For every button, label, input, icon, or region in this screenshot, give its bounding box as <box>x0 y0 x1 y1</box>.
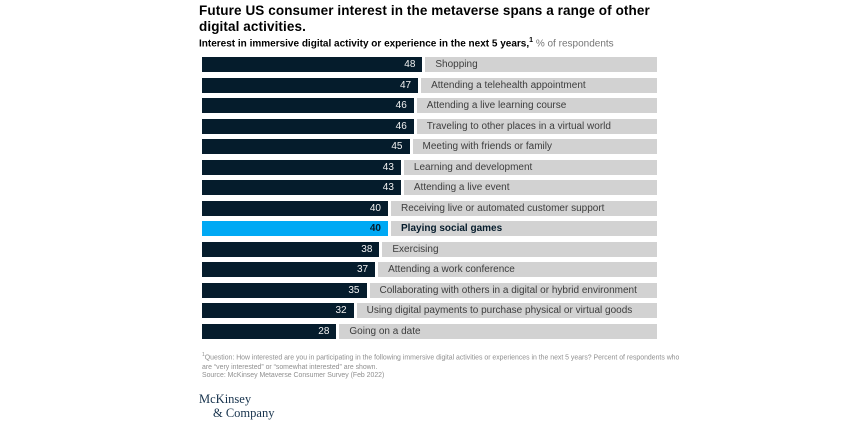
bar-track: Playing social games <box>391 221 657 236</box>
footnote: 1Question: How interested are you in par… <box>202 352 762 373</box>
bar-track: Attending a telehealth appointment <box>421 77 657 93</box>
bar-track: Learning and development <box>403 159 657 175</box>
bar-category-label: Attending a live event <box>413 182 510 193</box>
bar-category-label: Meeting with friends or family <box>422 141 553 152</box>
bar-track: Collaborating with others in a digital o… <box>369 282 657 298</box>
bar-track: Meeting with friends or family <box>412 139 657 154</box>
bar-value-label: 48 <box>404 59 416 70</box>
logo-line2: & Company <box>213 405 275 420</box>
bar-row: 40 Receiving live or automated customer s… <box>202 200 657 216</box>
bar-category-label: Collaborating with others in a digital o… <box>379 284 637 296</box>
bar-category-label: Learning and development <box>413 161 533 173</box>
bar-category-label: Attending a telehealth appointment <box>431 79 586 91</box>
bar-fill: 48 <box>202 57 423 72</box>
bar-row: 43 Learning and development <box>202 159 657 175</box>
bar-value-label: 32 <box>335 305 347 316</box>
bar-chart: 48 Shopping 47 Attending a telehealth appoi… <box>202 57 657 344</box>
bar-fill: 28 <box>202 323 337 339</box>
bar-row: 47 Attending a telehealth appointment <box>202 77 657 93</box>
bar-track: Going on a date <box>339 323 657 339</box>
bar-fill: 46 <box>202 98 414 113</box>
bar-row: 46 Attending a live learning course <box>202 98 657 113</box>
bar-fill: 43 <box>202 159 401 175</box>
bar-category-label: Playing social games <box>401 223 503 234</box>
bar-row: 35 Collaborating with others in a digital… <box>202 282 657 298</box>
bar-category-label: Exercising <box>392 243 439 255</box>
bar-row: 40 Playing social games <box>202 221 657 236</box>
bar-track: Attending a live event <box>403 180 657 195</box>
bar-value-label: 43 <box>382 161 394 173</box>
bar-category-label: Going on a date <box>349 325 421 337</box>
bar-value-label: 45 <box>391 141 403 152</box>
bar-fill: 45 <box>202 139 410 154</box>
bar-value-label: 46 <box>395 120 407 132</box>
bar-value-label: 46 <box>395 100 407 111</box>
bar-fill: 46 <box>202 118 414 134</box>
bar-fill: 37 <box>202 262 376 277</box>
subtitle-footnote-marker: 1 <box>529 37 534 44</box>
bar-track: Exercising <box>382 241 657 257</box>
footnote-marker: 1 <box>202 352 205 358</box>
bar-row: 28 Going on a date <box>202 323 657 339</box>
bar-row: 45 Meeting with friends or family <box>202 139 657 154</box>
bar-value-label: 40 <box>369 223 381 234</box>
bar-row: 48 Shopping <box>202 57 657 72</box>
bar-track: Shopping <box>425 57 657 72</box>
bar-value-label: 38 <box>361 243 373 255</box>
bar-value-label: 47 <box>399 79 412 91</box>
chart-subtitle: Interest in immersive digital activity o… <box>199 37 799 49</box>
highlighted-bar-fill: 40 <box>202 221 388 236</box>
bar-category-label: Attending a work conference <box>388 264 515 275</box>
bar-value-label: 40 <box>369 202 381 214</box>
bar-category-label: Using digital payments to purchase physi… <box>366 305 633 316</box>
bar-track: Attending a live learning course <box>416 98 657 113</box>
bar-row: 43 Attending a live event <box>202 180 657 195</box>
logo-line1: McKinsey <box>199 392 252 406</box>
chart-title: Future US consumer interest in the metav… <box>199 3 650 35</box>
footnote-text: Question: How interested are you in part… <box>202 354 680 371</box>
bar-row: 38 Exercising <box>202 241 657 257</box>
bar-category-label: Attending a live learning course <box>426 100 567 111</box>
bar-category-label: Shopping <box>435 59 478 70</box>
source-line: Source: McKinsey Metaverse Consumer Surv… <box>202 372 385 379</box>
bar-track: Attending a work conference <box>378 262 657 277</box>
bar-value-label: 28 <box>318 325 330 337</box>
bar-fill: 32 <box>202 303 354 318</box>
subtitle-bold: Interest in immersive digital activity o… <box>199 38 530 50</box>
bar-value-label: 37 <box>356 264 369 275</box>
bar-value-label: 35 <box>348 284 360 296</box>
bar-row: 32 Using digital payments to purchase phy… <box>202 303 657 318</box>
bar-value-label: 43 <box>382 182 394 193</box>
bar-track: Receiving live or automated customer sup… <box>391 200 657 216</box>
bar-category-label: Receiving live or automated customer sup… <box>401 202 605 214</box>
bar-category-label: Traveling to other places in a virtual w… <box>426 120 611 132</box>
bar-fill: 35 <box>202 282 367 298</box>
bar-fill: 43 <box>202 180 401 195</box>
bar-row: 46 Traveling to other places in a virtual… <box>202 118 657 134</box>
subtitle-unit: % of respondents <box>533 38 614 50</box>
bar-track: Traveling to other places in a virtual w… <box>416 118 657 134</box>
mckinsey-logo: McKinsey & Company <box>199 393 274 419</box>
bar-track: Using digital payments to purchase physi… <box>356 303 657 318</box>
bar-fill: 47 <box>202 77 419 93</box>
bar-row: 37 Attending a work conference <box>202 262 657 277</box>
bar-fill: 40 <box>202 200 388 216</box>
bar-fill: 38 <box>202 241 380 257</box>
